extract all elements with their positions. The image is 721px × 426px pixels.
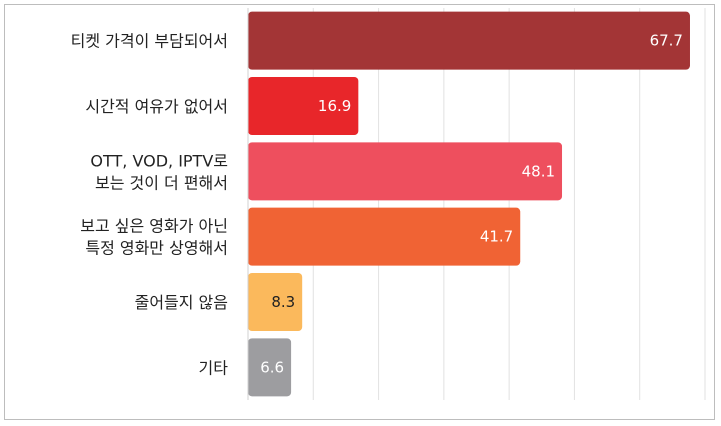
value-label-5: 8.3 <box>271 293 295 311</box>
bar-3 <box>248 142 563 201</box>
category-label-5: 줄어들지 않음 <box>135 293 228 312</box>
bar-1 <box>248 11 690 70</box>
category-label-3-line-2: 보는 것이 더 편해서 <box>95 173 228 192</box>
category-label-4-line-2: 특정 영화만 상영해서 <box>85 239 228 258</box>
category-label-6: 기타 <box>199 358 229 377</box>
value-label-3: 48.1 <box>522 162 555 180</box>
bar-2 <box>248 77 359 135</box>
category-label-1: 티켓 가격이 부담되어서 <box>71 32 228 51</box>
bar-4 <box>248 207 521 266</box>
value-label-2: 16.9 <box>318 97 351 115</box>
category-label-2: 시간적 여유가 없어서 <box>85 97 228 116</box>
category-label-4-line-1: 보고 싶은 영화가 아닌 <box>80 217 228 236</box>
bar-6 <box>248 338 292 397</box>
value-label-4: 41.7 <box>480 228 513 246</box>
bar-5 <box>248 273 303 331</box>
value-label-1: 67.7 <box>650 32 683 50</box>
category-label-3-line-1: OTT, VOD, IPTV로 <box>90 151 228 170</box>
value-label-6: 6.6 <box>260 358 284 376</box>
